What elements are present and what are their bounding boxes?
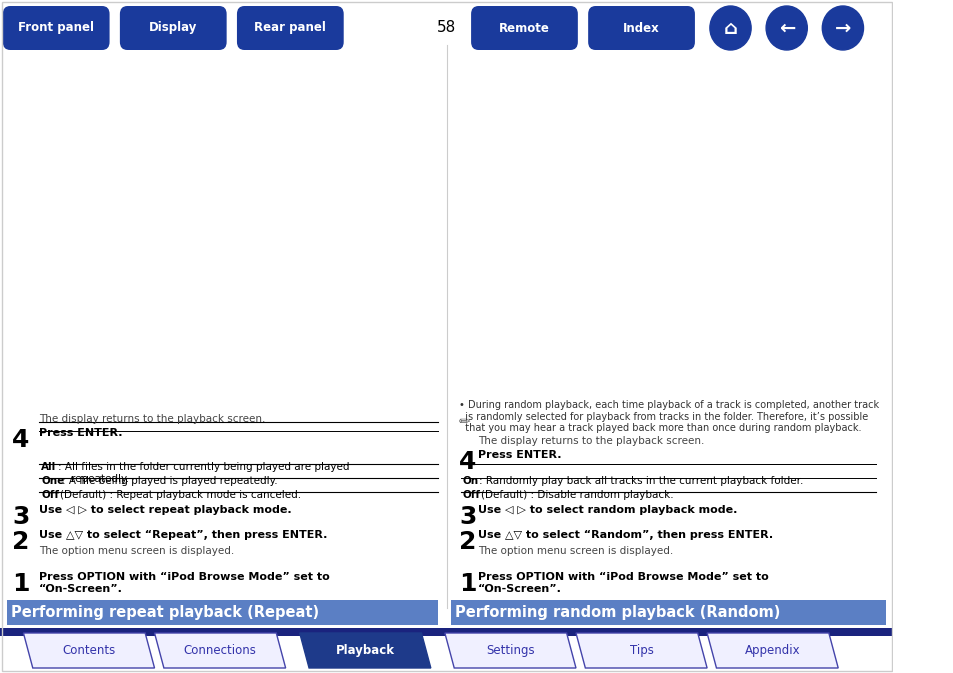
Text: ✏: ✏ xyxy=(458,415,470,429)
Text: Playback: Playback xyxy=(335,644,395,657)
Text: Settings: Settings xyxy=(486,644,535,657)
Circle shape xyxy=(709,6,750,50)
Polygon shape xyxy=(24,633,154,668)
Bar xyxy=(8,600,437,625)
Text: 3: 3 xyxy=(458,505,476,529)
Text: Tips: Tips xyxy=(629,644,653,657)
Text: Off: Off xyxy=(462,490,480,500)
Text: 58: 58 xyxy=(436,20,456,36)
Bar xyxy=(451,600,885,625)
Text: Use ◁ ▷ to select repeat playback mode.: Use ◁ ▷ to select repeat playback mode. xyxy=(39,505,292,515)
Text: Index: Index xyxy=(622,22,659,34)
Text: Use △▽ to select “Random”, then press ENTER.: Use △▽ to select “Random”, then press EN… xyxy=(477,530,772,540)
Bar xyxy=(0,628,893,636)
Circle shape xyxy=(821,6,862,50)
Text: Use △▽ to select “Repeat”, then press ENTER.: Use △▽ to select “Repeat”, then press EN… xyxy=(39,530,328,540)
Text: →: → xyxy=(834,18,850,38)
Text: Contents: Contents xyxy=(62,644,115,657)
Text: 4: 4 xyxy=(11,428,30,452)
Text: Remote: Remote xyxy=(498,22,549,34)
Text: ←: ← xyxy=(778,18,794,38)
Text: Connections: Connections xyxy=(184,644,256,657)
Text: 2: 2 xyxy=(458,530,476,554)
Text: 4: 4 xyxy=(458,450,476,474)
Circle shape xyxy=(765,6,806,50)
Text: : A file being played is played repeatedly.: : A file being played is played repeated… xyxy=(62,476,277,486)
Text: Performing random playback (Random): Performing random playback (Random) xyxy=(455,604,780,620)
FancyBboxPatch shape xyxy=(3,6,110,50)
FancyBboxPatch shape xyxy=(471,6,578,50)
Polygon shape xyxy=(706,633,838,668)
Polygon shape xyxy=(299,633,431,668)
Text: The display returns to the playback screen.: The display returns to the playback scre… xyxy=(39,414,266,424)
Text: One: One xyxy=(41,476,65,486)
Text: Press ENTER.: Press ENTER. xyxy=(477,450,560,460)
Text: Press ENTER.: Press ENTER. xyxy=(39,428,123,438)
Text: : All files in the folder currently being played are played
    repeatedly.: : All files in the folder currently bein… xyxy=(58,462,349,484)
Polygon shape xyxy=(444,633,576,668)
Text: Press OPTION with “iPod Browse Mode” set to
“On-Screen”.: Press OPTION with “iPod Browse Mode” set… xyxy=(39,572,330,594)
Text: 2: 2 xyxy=(11,530,30,554)
Text: Front panel: Front panel xyxy=(18,22,94,34)
Text: Rear panel: Rear panel xyxy=(254,22,326,34)
Text: Performing repeat playback (Repeat): Performing repeat playback (Repeat) xyxy=(11,604,319,620)
Text: 1: 1 xyxy=(11,572,30,596)
Polygon shape xyxy=(576,633,706,668)
Text: Appendix: Appendix xyxy=(744,644,800,657)
Text: 1: 1 xyxy=(458,572,476,596)
Text: The option menu screen is displayed.: The option menu screen is displayed. xyxy=(477,546,672,556)
FancyBboxPatch shape xyxy=(588,6,694,50)
Text: ⌂: ⌂ xyxy=(722,18,737,38)
Text: The display returns to the playback screen.: The display returns to the playback scre… xyxy=(477,436,703,446)
Text: Off: Off xyxy=(41,490,59,500)
Text: Use ◁ ▷ to select random playback mode.: Use ◁ ▷ to select random playback mode. xyxy=(477,505,737,515)
FancyBboxPatch shape xyxy=(236,6,343,50)
Text: (Default) : Repeat playback mode is canceled.: (Default) : Repeat playback mode is canc… xyxy=(60,490,301,500)
FancyBboxPatch shape xyxy=(120,6,227,50)
Text: • During random playback, each time playback of a track is completed, another tr: • During random playback, each time play… xyxy=(458,400,878,433)
Text: 3: 3 xyxy=(11,505,30,529)
Text: The option menu screen is displayed.: The option menu screen is displayed. xyxy=(39,546,234,556)
Text: : Randomly play back all tracks in the current playback folder.: : Randomly play back all tracks in the c… xyxy=(478,476,802,486)
Text: All: All xyxy=(41,462,56,472)
Text: On: On xyxy=(462,476,478,486)
Text: Press OPTION with “iPod Browse Mode” set to
“On-Screen”.: Press OPTION with “iPod Browse Mode” set… xyxy=(477,572,767,594)
Polygon shape xyxy=(154,633,285,668)
Text: Display: Display xyxy=(149,22,197,34)
Text: (Default) : Disable random playback.: (Default) : Disable random playback. xyxy=(481,490,674,500)
